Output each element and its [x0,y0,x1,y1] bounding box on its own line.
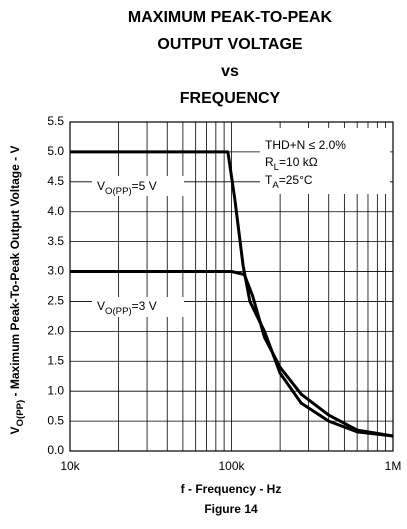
annotation-part: =3 V [132,299,157,313]
y-tick-label: 4.0 [47,204,64,218]
y-tick-label: 3.0 [47,264,64,278]
annotation-part: V [97,299,105,313]
annotation: TA=25°C [265,173,313,190]
chart-title: vs [221,63,239,80]
annotation-part: =10 kΩ [279,155,318,169]
y-tick-label: 5.5 [47,114,64,128]
annotation-part: V [97,179,105,193]
y-tick-label: 3.5 [47,234,64,248]
annotation-part: O(PP) [105,186,132,197]
y-tick-label: 1.5 [47,353,64,367]
annotation: THD+N ≤ 2.0% [265,138,346,152]
x-tick-label: 100k [218,459,245,473]
y-axis-label: VO(PP) - Maximum Peak-To-Peak Output Vol… [8,146,25,435]
chart-title: OUTPUT VOLTAGE [157,36,303,53]
annotation-part: =5 V [132,179,157,193]
annotation: RL=10 kΩ [265,155,318,172]
y-tick-label: 2.0 [47,324,64,338]
annotation-bg [92,297,184,317]
chart-title: FREQUENCY [180,90,281,107]
annotation-bg [260,128,390,194]
x-tick-label: 1M [385,459,402,473]
annotation-part: THD+N ≤ 2.0% [265,138,346,152]
y-tick-label: 1.0 [47,383,64,397]
y-axis-label-part: - Maximum Peak-To-Peak Output Voltage - … [8,146,22,400]
annotation-part: R [265,155,274,169]
annotation-part: A [272,180,279,191]
y-tick-label: 2.5 [47,294,64,308]
annotation-part: O(PP) [105,306,132,317]
annotation-bg [92,176,184,196]
y-axis-label-part: V [8,426,22,434]
y-axis-label-part: O(PP) [15,400,26,427]
chart-title: MAXIMUM PEAK-TO-PEAK [128,9,333,26]
y-tick-label: 0.5 [47,413,64,427]
y-tick-label: 5.0 [47,144,64,158]
annotation-part: T [265,173,273,187]
y-tick-label: 4.5 [47,174,64,188]
x-axis-label: f - Frequency - Hz [181,482,282,496]
line-series [70,270,394,438]
caption: Figure 14 [204,502,258,516]
annotation-part: =25°C [279,173,313,187]
y-tick-label: 0.0 [47,443,64,457]
annotation: VO(PP)=5 V [97,179,157,196]
plot-frame [69,121,394,452]
annotation: VO(PP)=3 V [97,299,157,316]
annotation-part: L [274,162,280,173]
x-tick-label: 10k [60,459,80,473]
